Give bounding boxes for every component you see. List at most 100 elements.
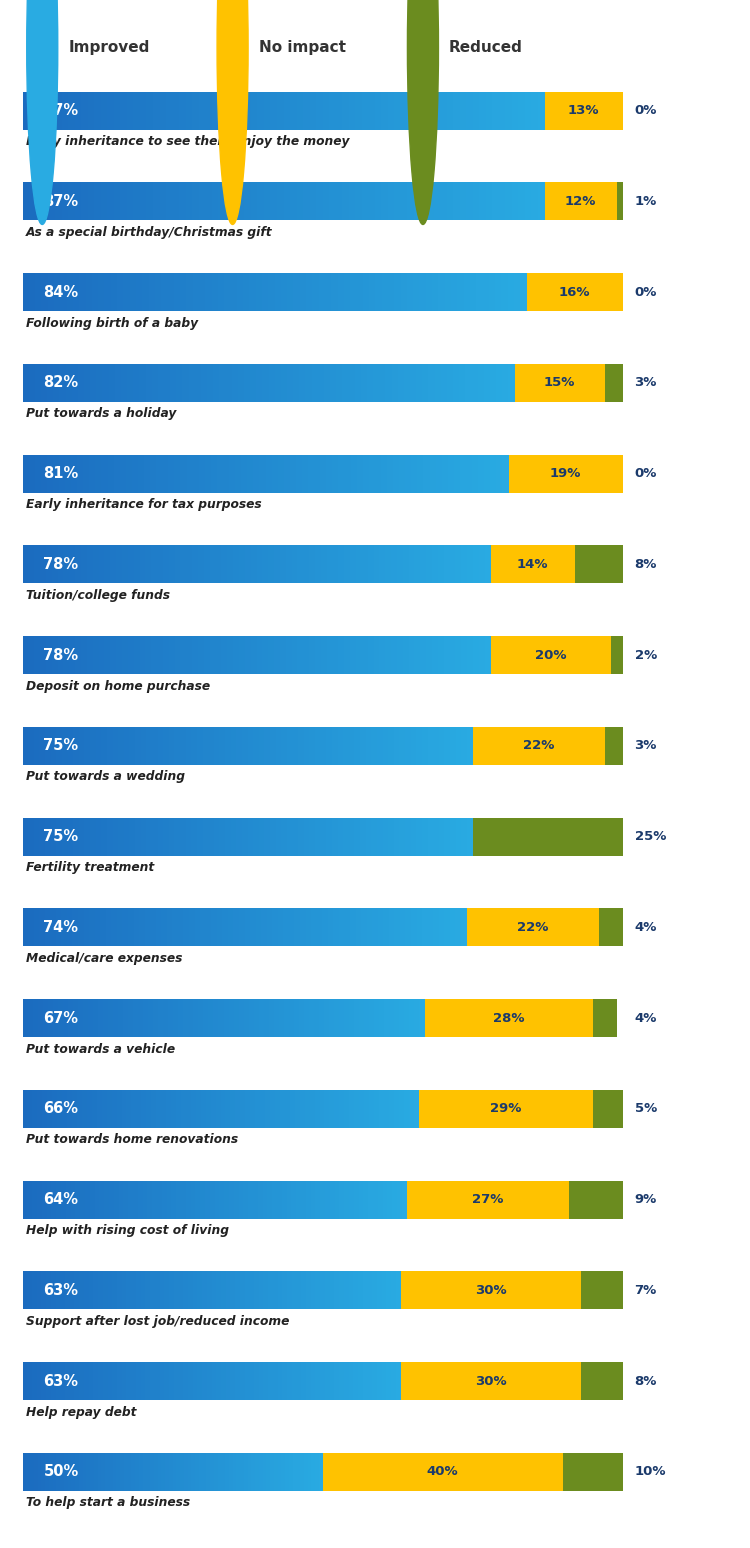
Bar: [208, 817, 214, 856]
Bar: [134, 636, 140, 675]
Bar: [344, 545, 350, 584]
Bar: [264, 91, 271, 130]
Bar: [106, 817, 112, 856]
Bar: [330, 364, 336, 402]
Text: Following birth of a baby: Following birth of a baby: [26, 317, 198, 330]
Bar: [176, 1090, 181, 1128]
Text: 20%: 20%: [535, 649, 566, 661]
Bar: [83, 455, 89, 492]
Bar: [290, 455, 296, 492]
Bar: [344, 909, 350, 946]
Text: 63%: 63%: [44, 1283, 79, 1297]
Bar: [101, 455, 107, 492]
Bar: [314, 455, 320, 492]
Bar: [274, 545, 280, 584]
Bar: [316, 183, 322, 220]
Bar: [394, 998, 399, 1037]
Bar: [386, 636, 391, 675]
Bar: [62, 728, 68, 765]
Bar: [388, 272, 394, 311]
Bar: [293, 364, 299, 402]
Bar: [274, 998, 279, 1037]
Bar: [324, 364, 330, 402]
Bar: [479, 91, 486, 130]
Bar: [399, 455, 405, 492]
Bar: [184, 909, 189, 946]
Bar: [334, 998, 339, 1037]
Bar: [192, 91, 199, 130]
Bar: [229, 1181, 234, 1218]
Bar: [413, 272, 419, 311]
Bar: [518, 183, 525, 220]
Bar: [306, 1271, 310, 1310]
Bar: [268, 998, 274, 1037]
Text: Tuition/college funds: Tuition/college funds: [26, 588, 170, 602]
Bar: [309, 545, 315, 584]
Bar: [381, 455, 387, 492]
Bar: [391, 1362, 396, 1401]
Bar: [406, 1181, 568, 1218]
Bar: [362, 545, 368, 584]
Bar: [64, 545, 69, 584]
Text: Put towards a vehicle: Put towards a vehicle: [26, 1043, 175, 1056]
Bar: [141, 728, 146, 765]
Bar: [464, 272, 470, 311]
Bar: [322, 1454, 562, 1491]
Bar: [27, 1271, 32, 1310]
Bar: [60, 1454, 64, 1491]
Bar: [226, 1362, 230, 1401]
Bar: [32, 1090, 38, 1128]
Bar: [439, 817, 444, 856]
Bar: [311, 909, 316, 946]
Bar: [171, 1181, 176, 1218]
Bar: [188, 1362, 193, 1401]
Bar: [102, 1090, 106, 1128]
Bar: [356, 272, 363, 311]
Bar: [289, 998, 294, 1037]
Bar: [100, 183, 107, 220]
Bar: [450, 909, 455, 946]
Bar: [65, 455, 71, 492]
Bar: [211, 183, 218, 220]
Bar: [304, 1090, 310, 1128]
Bar: [237, 272, 243, 311]
Bar: [134, 545, 140, 584]
Bar: [219, 817, 225, 856]
Bar: [350, 455, 357, 492]
Bar: [168, 455, 174, 492]
Bar: [305, 364, 311, 402]
Bar: [322, 91, 329, 130]
Bar: [274, 272, 280, 311]
Bar: [373, 1181, 378, 1218]
Text: 27%: 27%: [472, 1194, 503, 1206]
Bar: [512, 183, 518, 220]
Bar: [442, 455, 448, 492]
Bar: [409, 1090, 413, 1128]
Bar: [316, 1271, 320, 1310]
Bar: [80, 272, 86, 311]
Bar: [244, 636, 250, 675]
Circle shape: [407, 0, 439, 224]
Bar: [85, 1181, 90, 1218]
Bar: [490, 636, 610, 675]
Bar: [122, 909, 128, 946]
Bar: [146, 1271, 150, 1310]
Bar: [353, 1271, 358, 1310]
Bar: [92, 272, 98, 311]
Bar: [592, 1090, 622, 1128]
Bar: [146, 91, 153, 130]
Bar: [470, 272, 476, 311]
Bar: [176, 1454, 180, 1491]
Bar: [132, 455, 138, 492]
Bar: [503, 455, 509, 492]
Bar: [369, 455, 375, 492]
Bar: [410, 998, 415, 1037]
Bar: [215, 1090, 220, 1128]
Text: Help with rising cost of living: Help with rising cost of living: [26, 1224, 229, 1237]
Bar: [117, 1271, 122, 1310]
Bar: [129, 817, 135, 856]
Bar: [103, 364, 109, 402]
Bar: [433, 909, 439, 946]
Bar: [268, 1271, 273, 1310]
Bar: [22, 1181, 27, 1218]
